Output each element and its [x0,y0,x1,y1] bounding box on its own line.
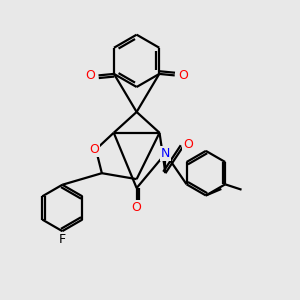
Text: O: O [132,201,142,214]
Text: O: O [85,69,95,82]
Text: F: F [59,233,66,246]
Text: O: O [89,143,99,156]
Text: N: N [161,147,170,160]
Text: O: O [178,69,188,82]
Text: O: O [183,138,193,151]
